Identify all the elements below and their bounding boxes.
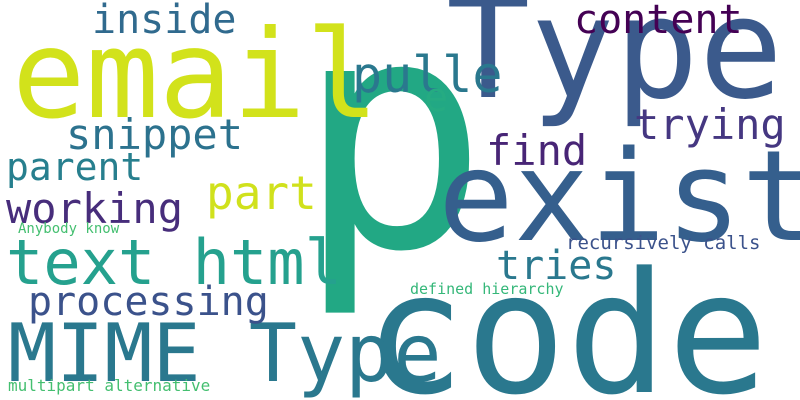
word-anybody-know: Anybody know: [18, 222, 119, 236]
word-defined-hierarchy: defined hierarchy: [410, 282, 564, 297]
word-content: content: [574, 0, 743, 40]
word-find: find: [486, 130, 587, 172]
word-inside: inside: [92, 0, 237, 40]
word-e: e: [424, 78, 448, 118]
word-recursively-calls: recursively calls: [566, 234, 760, 253]
word-multipart-alternative: multipart alternative: [8, 378, 210, 394]
word-part: part: [206, 170, 317, 216]
word-snippet: snippet: [66, 114, 243, 156]
word-trying: trying: [634, 104, 786, 146]
word-processing: processing: [28, 282, 269, 322]
